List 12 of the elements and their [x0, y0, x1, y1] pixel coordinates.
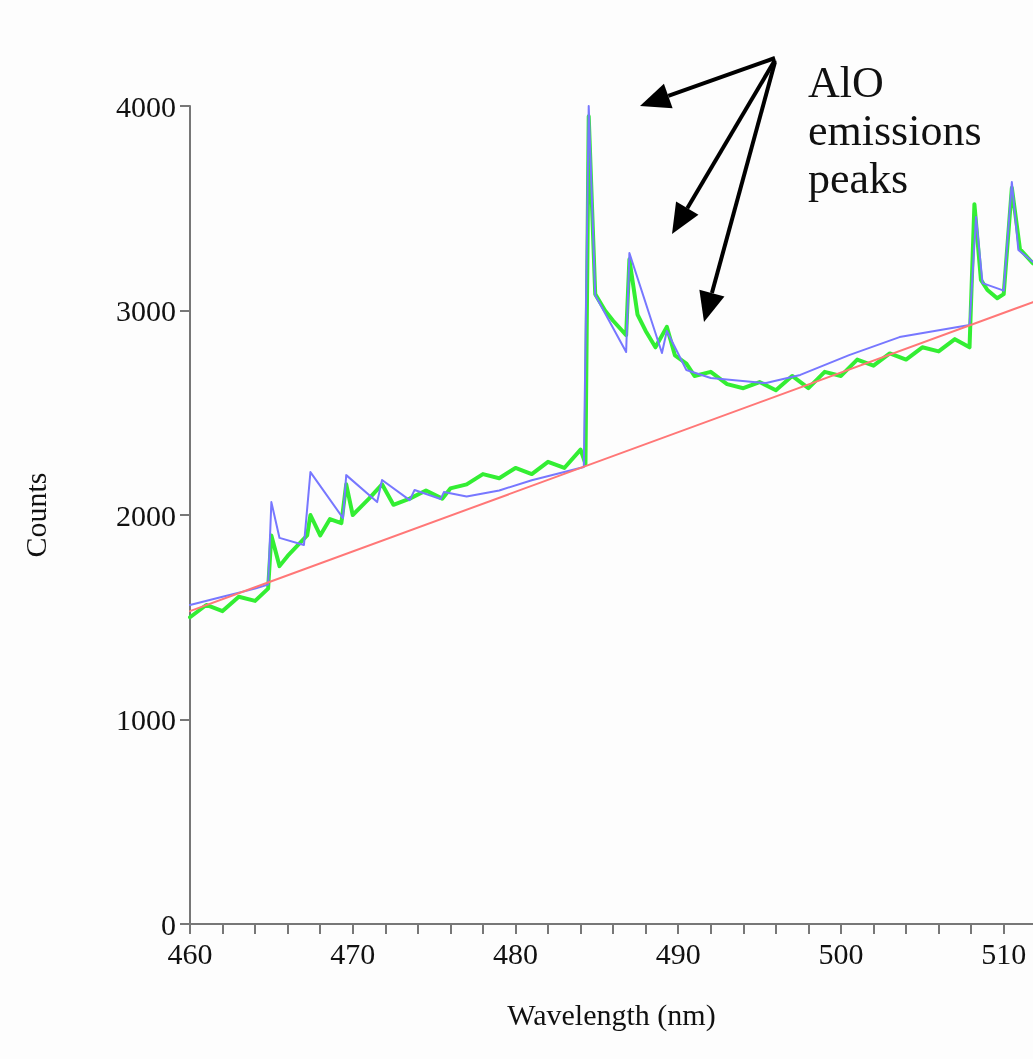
- y-tick-label: 4000: [116, 89, 176, 123]
- x-tick-label: 500: [818, 936, 864, 970]
- x-tick-label: 510: [981, 936, 1027, 970]
- y-tick-label: 2000: [116, 498, 176, 532]
- x-tick-label: 480: [492, 936, 538, 970]
- y-tick-label: 1000: [116, 703, 176, 736]
- annotation: AlO emissions peaks: [808, 57, 993, 203]
- x-tick-label: 470: [330, 936, 376, 970]
- x-axis-title: Wavelength (nm): [507, 997, 716, 1032]
- y-axis-title: Counts: [18, 472, 52, 558]
- y-tick-label: 3000: [116, 294, 176, 327]
- x-tick-label: 490: [655, 936, 701, 970]
